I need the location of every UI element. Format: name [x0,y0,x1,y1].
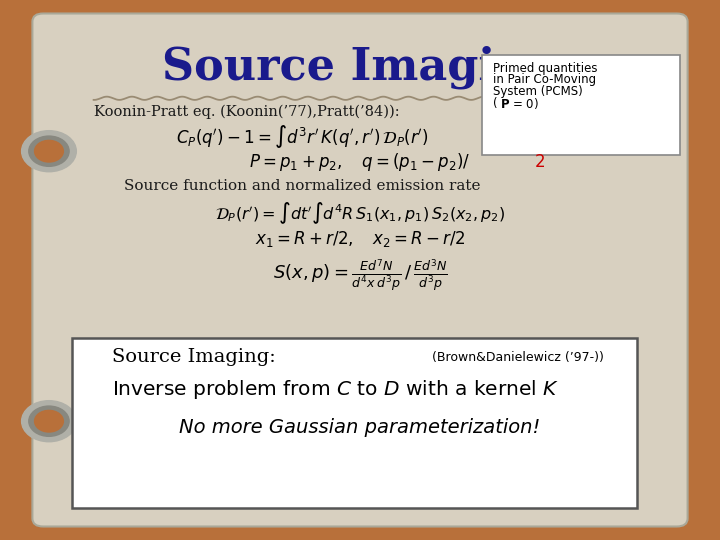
Text: $S(x,p) = \frac{Ed^7N}{d^4x\,d^3p} \,/\, \frac{Ed^3N}{d^3p}$: $S(x,p) = \frac{Ed^7N}{d^4x\,d^3p} \,/\,… [273,257,447,294]
Text: (: ( [493,97,498,110]
Circle shape [29,136,69,166]
Text: (Brown&Danielewicz (’97-)): (Brown&Danielewicz (’97-)) [432,351,604,364]
Circle shape [29,406,69,436]
Text: Primed quantities: Primed quantities [493,62,598,75]
Text: $2$: $2$ [534,153,545,171]
Text: in Pair Co-Moving: in Pair Co-Moving [493,73,596,86]
Text: Inverse problem from $C$ to $D$ with a kernel $K$: Inverse problem from $C$ to $D$ with a k… [112,379,559,401]
FancyBboxPatch shape [32,14,688,526]
Circle shape [22,131,76,172]
Text: Source Imaging: Source Imaging [162,46,558,89]
Text: $\mathcal{D}_P(r') = \int dt' \int d^4R\, S_1(x_1,p_1)\, S_2(x_2,p_2)$: $\mathcal{D}_P(r') = \int dt' \int d^4R\… [215,200,505,226]
Text: System (PCMS): System (PCMS) [493,85,583,98]
Circle shape [35,410,63,432]
Text: $C_P(q') - 1 = \int d^3r'\, K(q',r')\, \mathcal{D}_P(r')$: $C_P(q') - 1 = \int d^3r'\, K(q',r')\, \… [176,123,428,150]
Circle shape [35,140,63,162]
Circle shape [22,401,76,442]
FancyBboxPatch shape [72,338,637,508]
Text: No more Gaussian parameterization!: No more Gaussian parameterization! [179,418,541,437]
Text: $x_1 = R + r/2, \quad x_2 = R - r/2$: $x_1 = R + r/2, \quad x_2 = R - r/2$ [255,228,465,249]
FancyBboxPatch shape [482,55,680,155]
Text: $P = p_1 + p_2, \quad q = (p_1 - p_2)/$: $P = p_1 + p_2, \quad q = (p_1 - p_2)/$ [249,151,471,173]
Text: Koonin-Pratt eq. (Koonin(’77),Pratt(’84)):: Koonin-Pratt eq. (Koonin(’77),Pratt(’84)… [94,105,399,119]
Text: $\mathbf{P}$ = 0): $\mathbf{P}$ = 0) [500,96,539,111]
Text: Source Imaging:: Source Imaging: [112,348,275,367]
Text: Source function and normalized emission rate: Source function and normalized emission … [124,179,481,193]
